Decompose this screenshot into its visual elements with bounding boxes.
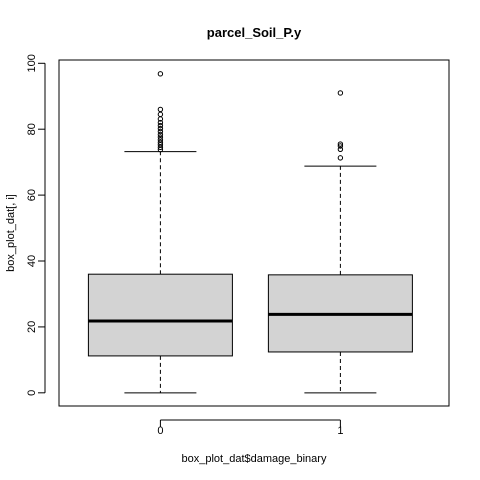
outlier-point — [337, 155, 344, 161]
outlier-point — [157, 119, 164, 126]
y-tick-label: 20 — [26, 321, 38, 333]
plot-frame — [58, 59, 450, 407]
y-tick-label: 40 — [26, 255, 38, 267]
x-axis-label: box_plot_dat$damage_binary — [182, 453, 327, 465]
y-tick-label: 100 — [26, 54, 38, 72]
outlier-point — [157, 106, 164, 113]
x-tick-label: 0 — [157, 425, 163, 437]
outlier-point — [337, 141, 344, 147]
y-tick-label: 0 — [26, 390, 38, 396]
outlier-point — [157, 128, 164, 135]
y-axis-label: box_plot_dat[, i] — [5, 194, 17, 272]
x-tick-label: 1 — [337, 425, 343, 437]
outlier-point — [157, 139, 164, 146]
iqr-box — [87, 273, 233, 357]
outlier-point — [157, 137, 164, 143]
outlier-point — [157, 146, 164, 153]
y-tick-label: 60 — [26, 189, 38, 201]
box-group — [267, 90, 413, 394]
outlier-point — [157, 125, 164, 132]
y-tick-label: 80 — [26, 123, 38, 135]
outlier-point — [157, 71, 164, 77]
outlier-point — [157, 122, 164, 129]
outlier-point — [337, 90, 344, 96]
outlier-point — [157, 131, 164, 138]
outlier-point — [157, 111, 164, 118]
outlier-point — [337, 146, 344, 153]
box-series — [87, 71, 413, 394]
outlier-point — [157, 141, 164, 148]
y-axis: 0 20 40 60 80 100 — [26, 54, 46, 396]
box-group — [87, 71, 233, 394]
outlier-point — [337, 143, 344, 149]
outlier-point — [157, 134, 164, 140]
chart-title: parcel_Soil_P.y — [207, 25, 302, 40]
outlier-point — [157, 144, 164, 151]
